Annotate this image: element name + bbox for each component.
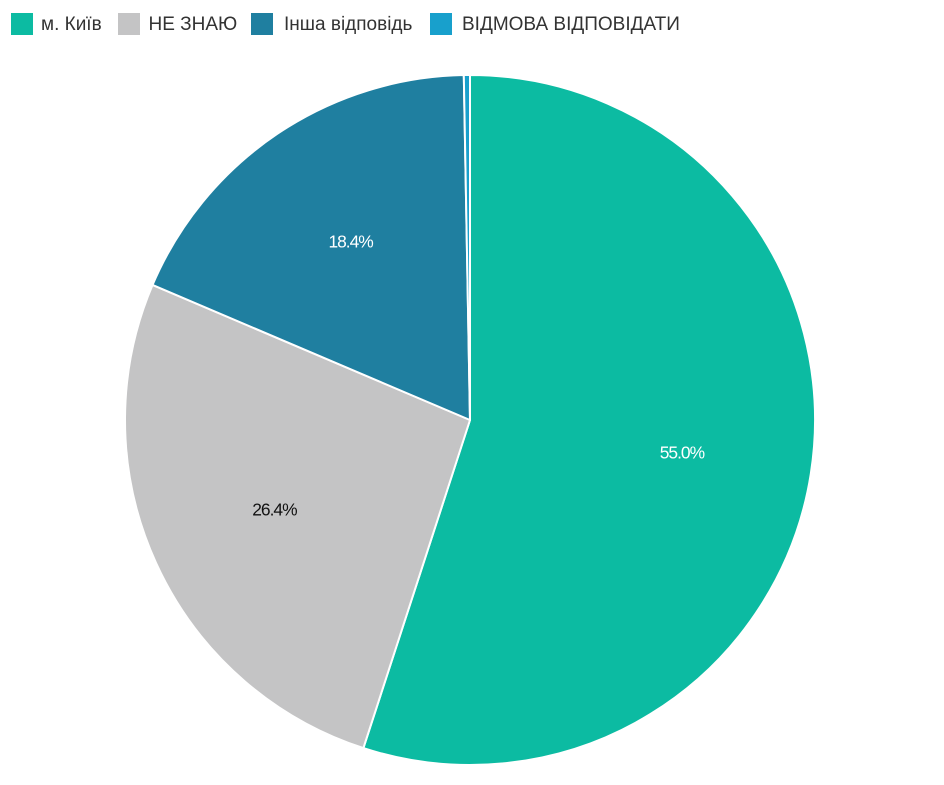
svg-text:55.0%: 55.0% bbox=[660, 443, 705, 463]
svg-text:18.4%: 18.4% bbox=[328, 231, 373, 251]
svg-text:26.4%: 26.4% bbox=[252, 499, 297, 519]
